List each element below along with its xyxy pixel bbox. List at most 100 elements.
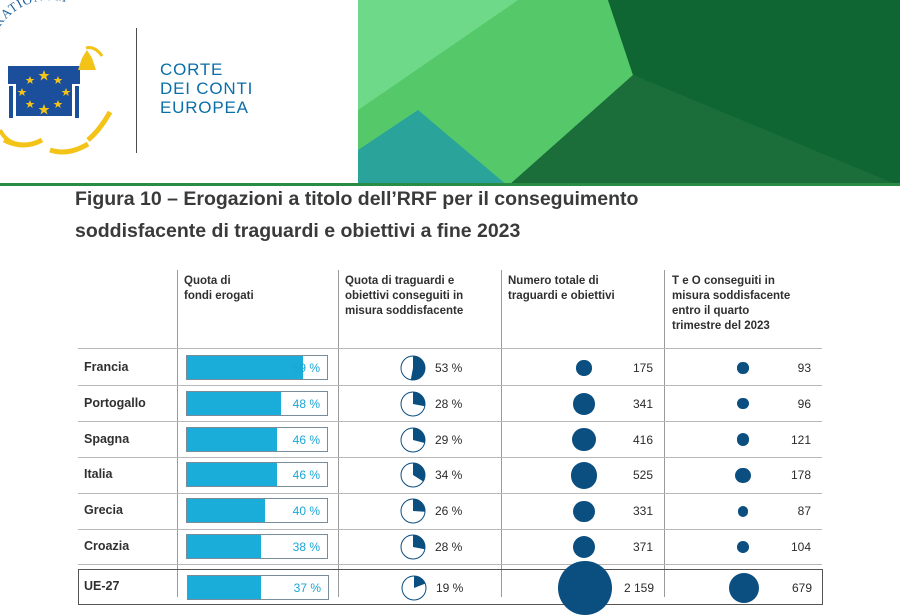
share-percent: 26 % — [435, 504, 463, 519]
funds-bar-fill — [187, 499, 266, 523]
column-header-share: Quota di traguardi e obiettivi conseguit… — [345, 275, 464, 317]
funds-bar-fill — [188, 575, 261, 599]
achieved-bubble — [737, 362, 749, 374]
column-divider — [664, 270, 665, 597]
funds-percent: 38 % — [292, 540, 320, 554]
achieved-bubble — [728, 572, 760, 603]
total-bubble — [572, 535, 596, 559]
share-percent: 28 % — [435, 396, 463, 411]
achieved-bubble — [735, 467, 751, 484]
logo-motto: RIA RATIONUM — [0, 0, 68, 55]
column-divider — [338, 270, 339, 597]
table-row: Italia 46 % 34 % 525 178 — [78, 457, 822, 493]
table-row: Francia 59 % 53 % 175 93 — [78, 350, 822, 386]
funds-percent: 59 % — [292, 361, 320, 375]
share-percent: 19 % — [436, 580, 464, 595]
achieved-bubble — [737, 541, 749, 553]
logo-divider — [136, 28, 137, 153]
header-rule — [0, 183, 900, 186]
funds-bar: 46 % — [186, 426, 328, 452]
org-name-line-3: EUROPEA — [160, 98, 249, 117]
share-pie — [400, 355, 426, 381]
achieved-count: 178 — [790, 468, 811, 483]
table-row: Grecia 40 % 26 % 331 87 — [78, 493, 822, 529]
page-header: RIA RATIONUM CORTE DEI CONTI EUROPEA — [0, 0, 900, 186]
organization-name: CORTE DEI CONTI EUROPEA — [160, 60, 253, 117]
row-divider — [78, 492, 822, 494]
country-name: Francia — [84, 360, 129, 374]
achieved-count: 104 — [790, 540, 811, 554]
achieved-bubble — [737, 398, 749, 410]
share-pie-slice — [413, 391, 426, 407]
figure-title-line-2: soddisfacente di traguardi e obiettivi a… — [75, 220, 521, 242]
table-top-rule — [78, 348, 822, 349]
country-name: Spagna — [84, 431, 130, 446]
achieved-count: 96 — [797, 396, 811, 411]
figure-title-line-1: Figura 10 – Erogazioni a titolo dell’RRF… — [75, 188, 639, 210]
funds-bar: 38 % — [186, 534, 328, 559]
total-bubble — [573, 393, 595, 415]
row-divider — [78, 456, 822, 458]
figure-title: Figura 10 – Erogazioni a titolo dell’RRF… — [75, 183, 835, 247]
achieved-count: 93 — [797, 361, 811, 375]
total-bubble — [573, 500, 595, 522]
country-name: Croazia — [84, 539, 130, 553]
achieved-count: 121 — [790, 432, 811, 447]
country-name: Grecia — [84, 503, 123, 518]
share-pie — [400, 427, 426, 453]
org-name-line-1: CORTE — [160, 60, 224, 79]
total-bubble — [558, 560, 612, 615]
funds-bar-fill — [187, 356, 303, 379]
eca-logo: RIA RATIONUM — [0, 0, 113, 155]
org-name-line-2: DEI CONTI — [160, 79, 254, 98]
column-header-achieved: T e O conseguiti in misura soddisfacente… — [672, 275, 791, 332]
row-divider — [78, 421, 822, 423]
total-count: 371 — [632, 540, 653, 554]
funds-bar-fill — [187, 427, 278, 451]
share-pie-slice — [413, 499, 426, 512]
table-total-row: UE-27 37 % 19 % 2 159 679 — [78, 560, 823, 615]
share-percent: 29 % — [435, 432, 463, 447]
country-name: Portogallo — [84, 395, 146, 410]
funds-percent: 46 % — [292, 432, 320, 447]
funds-percent: 37 % — [293, 580, 321, 595]
share-pie-slice — [413, 427, 425, 443]
achieved-bubble — [737, 505, 749, 517]
column-header-total: Numero totale di traguardi e obiettivi — [508, 275, 615, 302]
share-pie — [401, 575, 427, 601]
share-pie-slice — [413, 535, 426, 550]
total-count: 2 159 — [623, 580, 654, 595]
table-row: Spagna 46 % 29 % 416 121 — [78, 422, 822, 458]
share-pie — [400, 391, 426, 417]
funds-bar: 46 % — [186, 462, 328, 488]
total-count: 341 — [632, 396, 653, 411]
total-bubble — [570, 462, 598, 489]
column-divider — [501, 270, 502, 597]
total-count: 175 — [632, 361, 653, 375]
funds-bar: 48 % — [186, 390, 328, 416]
total-count: 331 — [632, 504, 653, 519]
share-pie — [400, 498, 426, 524]
country-name: Italia — [84, 467, 113, 482]
column-divider — [177, 270, 178, 597]
row-divider — [78, 385, 822, 387]
share-percent: 28 % — [435, 540, 463, 554]
share-pie-slice — [413, 463, 425, 482]
achieved-count: 87 — [797, 504, 811, 519]
share-pie-slice — [410, 356, 425, 380]
funds-bar-fill — [187, 535, 262, 558]
share-pie-slice — [414, 575, 426, 588]
table-row: Portogallo 48 % 28 % 341 96 — [78, 386, 822, 422]
funds-bar: 59 % — [186, 355, 328, 380]
funds-percent: 48 % — [292, 396, 320, 411]
funds-bar: 40 % — [186, 498, 328, 524]
column-header-funds: Quota di fondi erogati — [184, 275, 254, 302]
funds-percent: 46 % — [292, 468, 320, 483]
table-row: Croazia 38 % 28 % 371 104 — [78, 529, 822, 565]
header-banner-graphic — [358, 0, 900, 186]
share-percent: 34 % — [435, 468, 463, 483]
total-bubble — [572, 427, 596, 452]
row-divider — [78, 564, 822, 566]
total-count: 416 — [632, 432, 653, 447]
row-divider — [78, 528, 822, 530]
